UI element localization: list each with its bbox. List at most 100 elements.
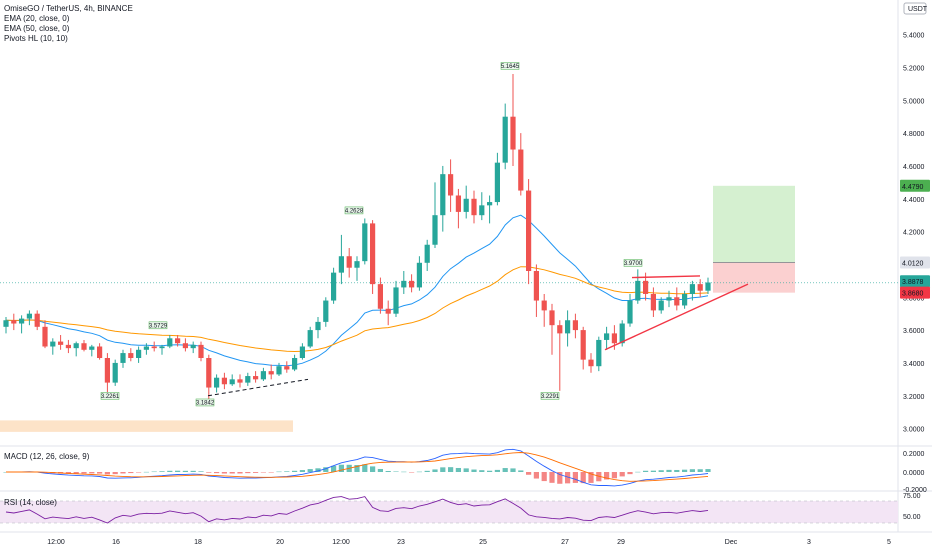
macd-histogram-bar (385, 471, 391, 472)
candle-body (11, 320, 17, 324)
macd-histogram-bar (557, 472, 563, 484)
macd-histogram-bar (307, 469, 313, 472)
macd-histogram-bar (190, 470, 196, 472)
candle-body (565, 320, 571, 334)
ema50-line (5, 266, 709, 353)
candle-body (432, 215, 438, 245)
pivot-label-box (148, 321, 168, 330)
candle-body (198, 344, 204, 358)
candle-body (526, 190, 532, 271)
candle-body (338, 256, 344, 273)
candle-body (424, 244, 430, 263)
candle-body (260, 371, 266, 380)
macd-histogram-bar (705, 469, 711, 472)
pivot-label-box (540, 392, 560, 400)
macd-histogram-bar (565, 472, 571, 484)
pivot-label-box (100, 392, 120, 400)
candle-body (315, 321, 321, 331)
candle-body (401, 280, 407, 288)
candle-body (323, 300, 329, 322)
macd-histogram-bar (370, 466, 376, 472)
currency-badge (903, 2, 927, 15)
x-tick-label: Dec (725, 539, 738, 546)
candle-body (549, 310, 555, 326)
candle-body (580, 330, 586, 360)
macd-histogram-bar (112, 472, 118, 475)
macd-title: MACD (12, 26, close, 9) (4, 452, 90, 461)
candle-body (104, 358, 110, 383)
target-zone (713, 185, 795, 263)
target-price-tag-bg (900, 179, 930, 192)
last-price-tag: 3.8878 (902, 279, 924, 286)
rsi-scale-label: 75.00 (903, 493, 921, 500)
candle-body (89, 346, 95, 350)
macd-histogram-bar (128, 472, 134, 474)
candle-body (307, 330, 313, 347)
x-tick-label: 16 (112, 539, 120, 546)
macd-histogram-bar (510, 468, 516, 472)
candle-body (42, 326, 48, 347)
macd-histogram-bar (354, 465, 360, 472)
pivot-label-box (195, 398, 215, 407)
candle-body (190, 344, 196, 349)
x-tick-label: 20 (276, 539, 284, 546)
candle-body (697, 284, 703, 291)
candle-body (494, 162, 500, 203)
candle-body (253, 376, 259, 380)
macd-histogram-bar (315, 468, 321, 472)
pivot-label-box (623, 259, 643, 267)
candle-body (159, 346, 165, 349)
support-trendline (207, 378, 309, 397)
pivot-label: 5.1645 (501, 64, 520, 70)
x-tick-label: 18 (194, 539, 202, 546)
macd-histogram-bar (268, 472, 274, 473)
x-tick-label: 23 (397, 539, 405, 546)
macd-histogram-bar (666, 469, 672, 472)
support-zone (0, 420, 293, 432)
macd-histogram-bar (331, 465, 337, 472)
macd-histogram-bar (65, 472, 71, 474)
macd-histogram-bar (136, 472, 142, 473)
candle-body (182, 343, 188, 349)
macd-histogram-bar (635, 471, 641, 473)
candle-body (3, 320, 9, 327)
candle-body (643, 280, 649, 294)
macd-histogram-bar (214, 472, 220, 474)
candle-body (175, 338, 181, 344)
candle-body (50, 341, 56, 347)
pivot-label-box (344, 206, 364, 215)
stop-price-tag-bg (900, 286, 930, 299)
rsi-legend: RSI (14, close) (4, 498, 57, 508)
candle-body (682, 293, 688, 306)
y-tick-label: 3.0000 (903, 427, 925, 434)
macd-histogram-bar (284, 471, 290, 472)
macd-histogram-bar (393, 471, 399, 472)
candle-body (674, 297, 680, 306)
candle-body (276, 366, 282, 375)
candle-body (362, 223, 368, 262)
candle-body (588, 359, 594, 367)
candle-body (136, 349, 142, 358)
candle-body (58, 341, 64, 345)
macd-histogram-bar (689, 469, 695, 472)
macd-histogram-bar (73, 472, 79, 474)
macd-histogram-bar (518, 470, 524, 472)
candle-body (416, 262, 422, 288)
candle-body (19, 318, 25, 324)
macd-histogram-bar (588, 472, 594, 483)
candle-body (97, 346, 103, 358)
y-tick-label: 3.4000 (903, 361, 925, 368)
candle-body (377, 284, 383, 309)
candle-body (611, 333, 617, 344)
candle-body (292, 358, 298, 370)
candle-body (455, 195, 461, 212)
macd-scale-label: 0.0000 (903, 470, 925, 477)
macd-histogram-bar (253, 472, 259, 473)
candle-body (604, 333, 610, 340)
macd-histogram-bar (159, 471, 165, 472)
x-tick-label: 5 (887, 539, 891, 546)
macd-histogram-bar (401, 471, 407, 473)
candle-body (650, 293, 656, 311)
x-tick-label: 3 (807, 539, 811, 546)
